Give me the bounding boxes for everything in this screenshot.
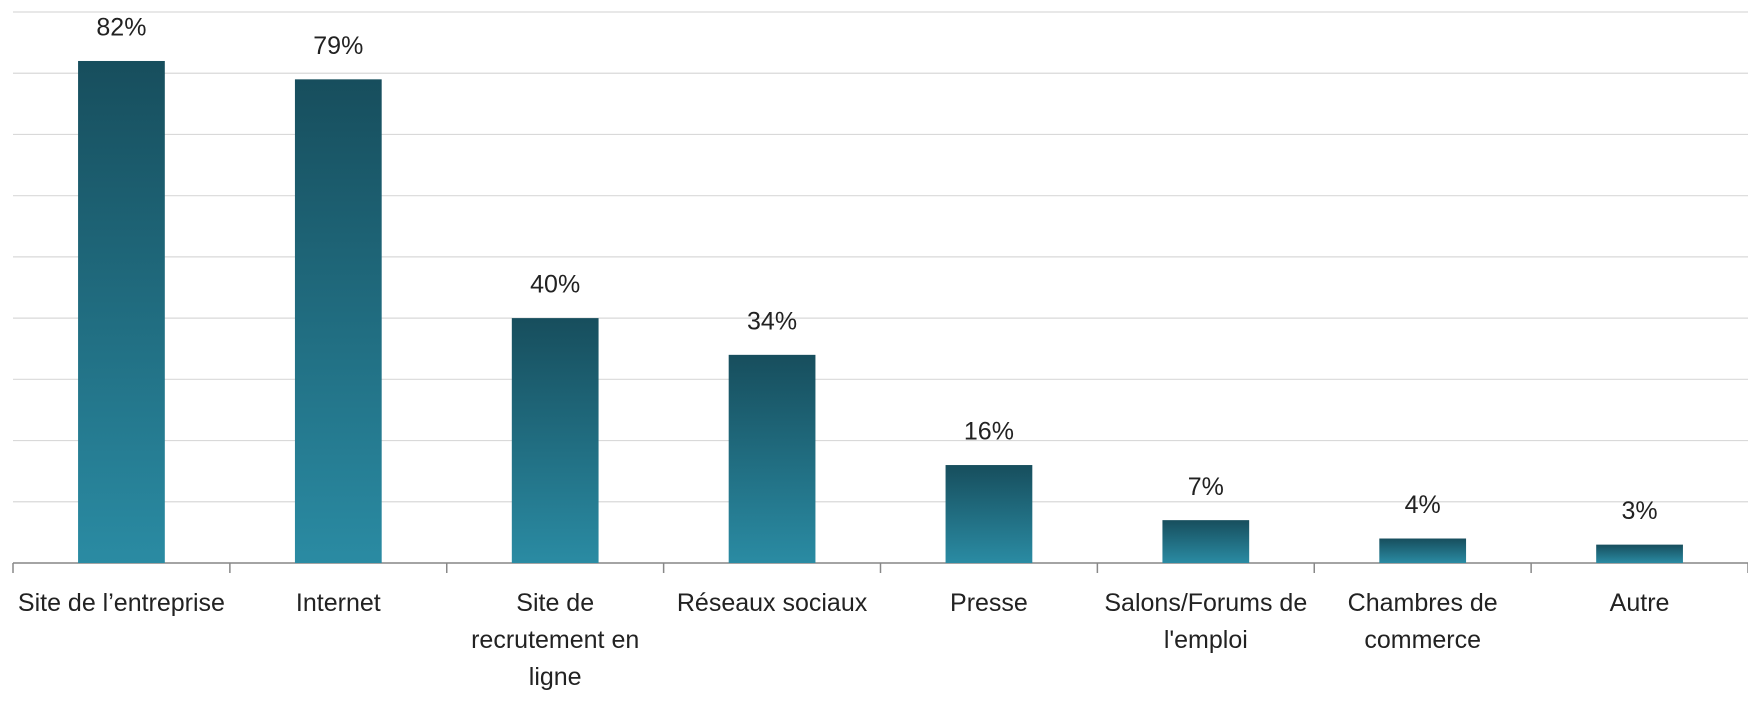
value-label: 79% bbox=[313, 32, 363, 60]
bar bbox=[728, 354, 816, 563]
x-tick-label: Salons/Forums de l'emploi bbox=[1104, 589, 1308, 654]
x-tick-label: Réseaux sociaux bbox=[676, 589, 868, 617]
bar bbox=[511, 318, 599, 563]
value-label: 40% bbox=[530, 271, 580, 299]
bar bbox=[1596, 544, 1683, 563]
value-label: 7% bbox=[1188, 473, 1224, 501]
value-label: 3% bbox=[1621, 497, 1657, 525]
bar bbox=[945, 465, 1033, 563]
bar bbox=[1379, 538, 1467, 563]
x-tick-label: Site de l’entreprise bbox=[17, 589, 225, 617]
x-tick-label: Autre bbox=[1609, 589, 1670, 617]
x-tick-label: Presse bbox=[950, 589, 1028, 617]
value-label: 4% bbox=[1405, 491, 1441, 519]
x-tick-label: Chambres de commerce bbox=[1347, 589, 1498, 654]
value-label: 34% bbox=[747, 307, 797, 335]
bar bbox=[78, 60, 165, 563]
x-tick-label: Internet bbox=[295, 589, 381, 617]
value-label: 82% bbox=[96, 14, 146, 42]
bar bbox=[1162, 520, 1250, 563]
bar bbox=[294, 79, 382, 563]
x-tick-label: Site de recrutement en ligne bbox=[471, 589, 640, 691]
value-label: 16% bbox=[964, 418, 1014, 446]
